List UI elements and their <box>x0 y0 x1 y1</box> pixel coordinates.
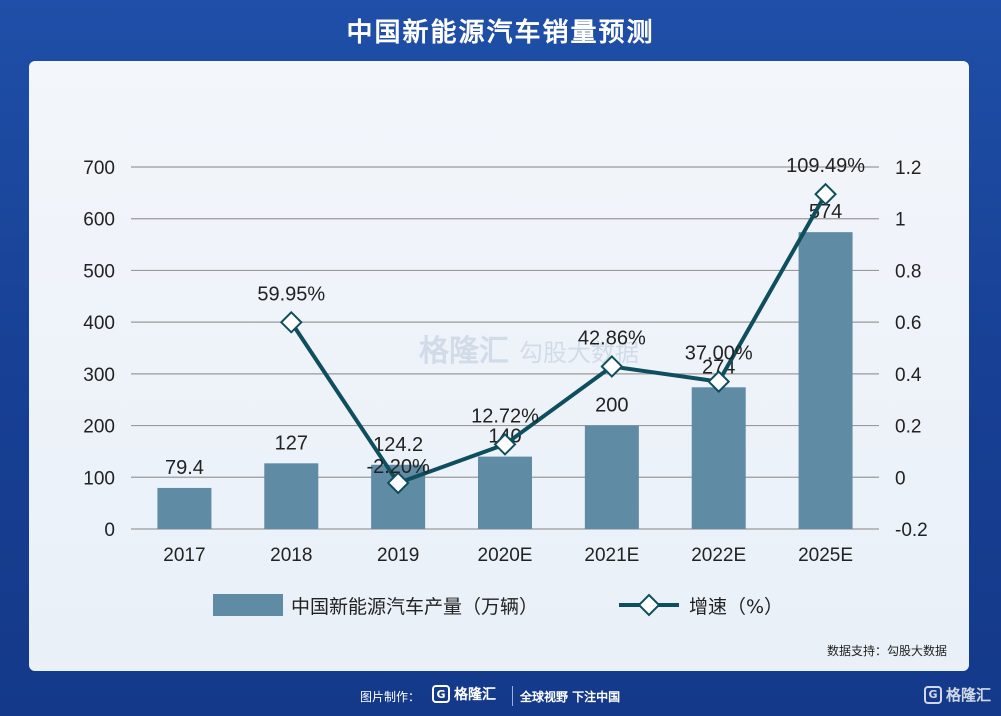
watermark-brand: 格隆汇 <box>419 334 509 369</box>
source-note: 数据支持：勾股大数据 <box>826 644 947 658</box>
growth-value-label: 12.72% <box>471 405 539 427</box>
growth-marker <box>814 182 837 206</box>
brand-logo-icon: G <box>432 685 450 703</box>
x-tick-label: 2022E <box>691 545 746 566</box>
x-tick-label: 2017 <box>163 545 205 566</box>
x-tick-label: 2025E <box>798 545 853 566</box>
growth-value-label: 37.00% <box>685 343 753 365</box>
footer-divider <box>512 686 513 706</box>
y-left-tick-label: 600 <box>83 210 115 231</box>
y-left-tick-label: 400 <box>83 313 115 334</box>
page-title: 中国新能源汽车销量预测 <box>346 18 655 48</box>
footer-credit: 图片制作： <box>360 690 421 704</box>
chart-panel: 格隆汇 勾股大数据 0 100 200 300 400 500 600 700 -0.2 0 0.2 0.… <box>29 61 969 671</box>
legend-line-label: 增速（%） <box>689 596 783 618</box>
combo-chart: 格隆汇 勾股大数据0100200300400500600700-0.200.20.… <box>83 155 928 618</box>
bar <box>798 232 853 529</box>
x-tick-label: 2018 <box>270 545 312 566</box>
legend-bar-label: 中国新能源汽车产量（万辆） <box>291 596 538 618</box>
y-right-tick-label: 0.6 <box>895 313 921 334</box>
corner-brand-name: 格隆汇 <box>946 686 992 704</box>
footer-slogan: 全球视野 下注中国 <box>520 690 621 704</box>
y-right-tick-label: 0.2 <box>895 417 921 438</box>
growth-line <box>289 193 828 485</box>
x-tick-label: 2021E <box>584 545 639 566</box>
growth-marker <box>707 370 731 394</box>
x-tick-label: 2020E <box>478 545 533 566</box>
growth-value-label: 42.86% <box>578 327 646 349</box>
growth-value-label: -2.20% <box>366 456 430 478</box>
y-left-tick-label: 200 <box>83 417 115 438</box>
footer-brand-name: 格隆汇 <box>454 687 496 703</box>
y-left-tick-label: 500 <box>83 261 115 282</box>
y-right-tick-label: 1.2 <box>895 158 921 179</box>
growth-marker <box>279 310 303 334</box>
y-right-tick-label: 1 <box>895 210 906 231</box>
y-left-tick-label: 300 <box>83 365 115 386</box>
bar-value-label: 127 <box>275 432 308 454</box>
legend-bar-swatch <box>213 594 283 616</box>
bar <box>584 425 639 529</box>
growth-marker <box>493 432 517 456</box>
y-left-tick-label: 700 <box>83 158 115 179</box>
corner-logo-icon: G <box>924 685 942 704</box>
growth-value-label: 109.49% <box>786 155 865 177</box>
y-left-tick-label: 100 <box>83 468 115 489</box>
growth-marker <box>600 355 624 378</box>
growth-marker <box>386 471 410 495</box>
bar-value-label: 200 <box>595 395 628 417</box>
x-tick-label: 2019 <box>377 545 419 566</box>
bar <box>264 463 319 529</box>
bar <box>691 387 746 529</box>
bar-value-label: 124.2 <box>373 434 423 456</box>
y-right-tick-label: -0.2 <box>895 520 928 541</box>
bar-value-label: 274 <box>702 356 735 378</box>
y-right-tick-label: 0 <box>895 468 906 489</box>
bar <box>478 456 532 529</box>
legend-line-marker <box>637 593 661 617</box>
footer-bar: 图片制作： G 格隆汇 全球视野 下注中国 G 格隆汇 <box>0 684 1001 708</box>
footer-brand: G 格隆汇 <box>432 684 496 704</box>
corner-brand: G 格隆汇 <box>924 684 991 705</box>
bar <box>157 487 212 529</box>
growth-value-label: 59.95% <box>257 283 325 305</box>
bar-value-label: 79.4 <box>165 457 204 479</box>
y-right-tick-label: 0.8 <box>895 261 921 282</box>
y-right-tick-label: 0.4 <box>895 365 922 386</box>
y-left-tick-label: 0 <box>104 520 115 541</box>
